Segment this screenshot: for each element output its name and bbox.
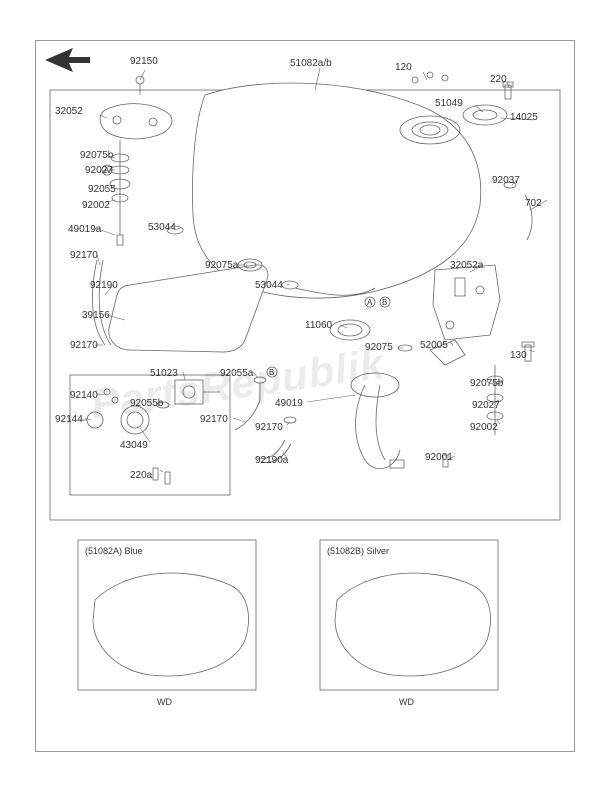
callout: 92055 [88,184,116,195]
callout: 92027 [85,165,113,176]
fuel-pump-49019 [351,373,404,469]
gasket-11060 [330,320,370,340]
hose-left [92,260,111,345]
callout: 92055b [130,398,163,409]
callout: 92075 [365,342,393,353]
callout: 92170 [70,340,98,351]
variant-a: (51082A) Blue WD [78,540,256,707]
callout: 49019 [275,398,303,409]
svg-text:(51082A) Blue: (51082A) Blue [85,546,143,556]
callout: 51049 [435,98,463,109]
callout: 92001 [425,452,453,463]
svg-text:WD: WD [399,697,414,707]
parts-diagram-svg: A A B B (51082A) Blue WD (51082B) Silver… [35,40,575,752]
callout: 39156 [82,310,110,321]
svg-text:B: B [269,368,274,377]
callout: 92150 [130,56,158,67]
callout: 92055a [220,368,253,379]
svg-text:WD: WD [157,697,172,707]
cap-ring [463,105,507,125]
callout: 53044 [148,222,176,233]
callout: 92190 [90,280,118,291]
callout: 120 [395,62,412,73]
callout: 220 [490,74,507,85]
callout: 92002 [82,200,110,211]
variant-b: (51082B) Silver WD [320,540,498,707]
callout: 92037 [492,175,520,186]
tap-parts [235,377,296,462]
callout: 92144 [55,414,83,425]
bracket-32052a [433,265,500,340]
callout: 92027 [472,400,500,411]
callout: 92075b [470,378,503,389]
back-arrow-icon [45,48,90,72]
callout: 14025 [510,112,538,123]
svg-text:B: B [382,298,387,307]
bracket-32052 [100,104,172,139]
heat-shield-39156 [109,265,268,352]
callout: 53044 [255,280,283,291]
callout: 92075b [80,150,113,161]
callout: 130 [510,350,527,361]
callout: 92140 [70,390,98,401]
callout: 43049 [120,440,148,451]
callout: 32052 [55,106,83,117]
callout: 51023 [150,368,178,379]
callout: 702 [525,198,542,209]
callout: 92170 [70,250,98,261]
callout: 52005 [420,340,448,351]
svg-text:A: A [367,298,373,307]
petcock-assembly [79,380,220,484]
callout: 32052a [450,260,483,271]
cap-screws [412,72,448,83]
callout: 220a [130,470,152,481]
callout: 92170 [255,422,283,433]
callout: 51082a/b [290,58,332,69]
callout: 92075a [205,260,238,271]
callout: 92190a [255,455,288,466]
callout: 92170 [200,414,228,425]
callout: 11060 [305,320,332,331]
screw-92150 [136,76,144,95]
callout: 92002 [470,422,498,433]
callout: 49019a [68,224,101,235]
svg-text:(51082B) Silver: (51082B) Silver [327,546,389,556]
